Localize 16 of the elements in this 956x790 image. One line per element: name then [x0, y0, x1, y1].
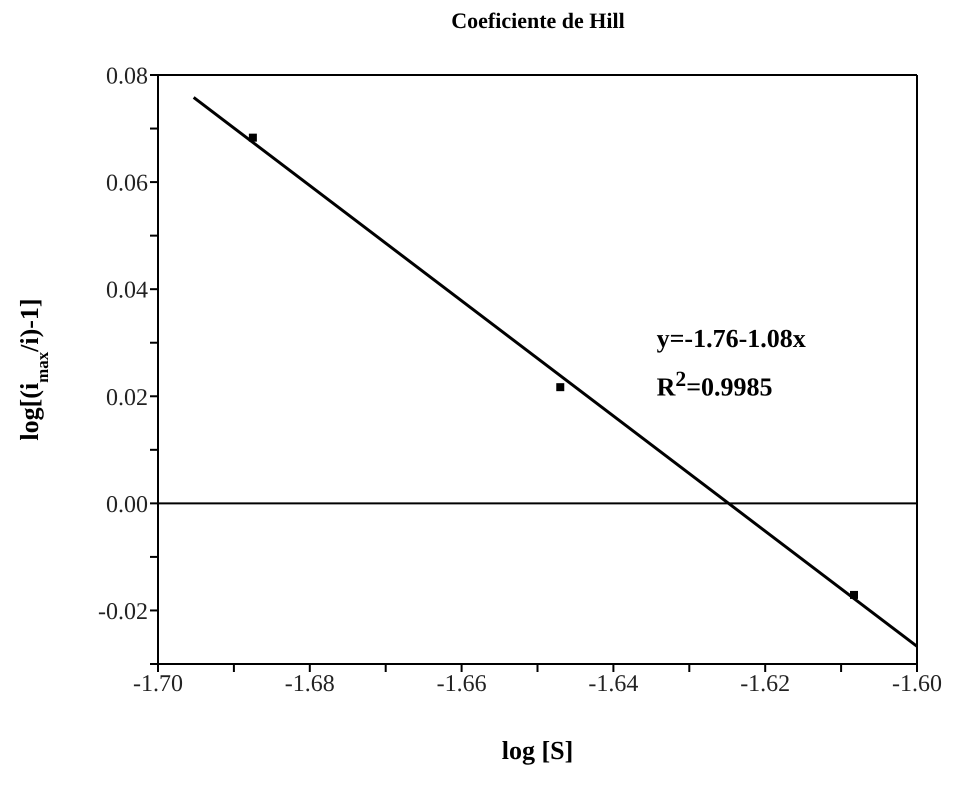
- y-tick-label: 0.02: [106, 384, 148, 411]
- x-axis-title: log [S]: [502, 736, 574, 765]
- x-tick-label: -1.64: [588, 671, 638, 698]
- x-tick-label: -1.66: [436, 671, 487, 698]
- y-tick-label: 0.04: [106, 278, 148, 304]
- x-tick-label: -1.70: [133, 671, 183, 698]
- x-tick-label: -1.62: [740, 671, 790, 698]
- x-tick-label: -1.68: [284, 671, 335, 698]
- annotation: y=-1.76-1.08x: [656, 322, 806, 355]
- y-tick-label: 0.06: [106, 170, 148, 197]
- y-tick-label: 0.08: [106, 64, 148, 90]
- y-tick-label: -0.02: [98, 598, 148, 625]
- x-tick-label: -1.60: [892, 671, 942, 698]
- annotation: R$^{2}$=0.9985: [656, 366, 774, 404]
- y-tick-label: 0.00: [106, 492, 148, 518]
- chart-title: Coeficiente de Hill: [450, 8, 626, 34]
